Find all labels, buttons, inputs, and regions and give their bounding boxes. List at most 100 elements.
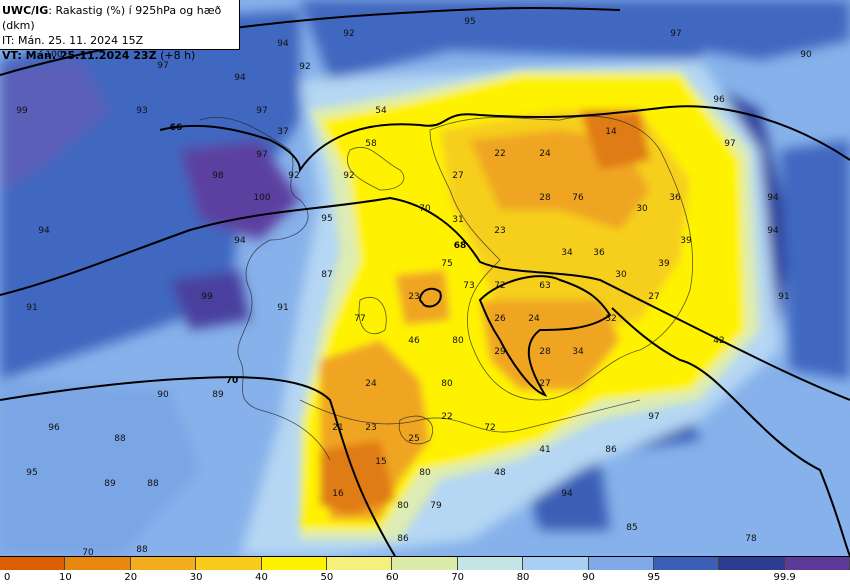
humidity-value: 88 (114, 434, 126, 444)
humidity-value: 94 (38, 226, 50, 236)
issued-time: IT: Mán. 25. 11. 2024 15Z (2, 34, 144, 47)
coastlines (199, 115, 693, 461)
humidity-value: 94 (561, 489, 573, 499)
legend-label: 20 (124, 572, 138, 583)
humidity-value: 29 (494, 347, 506, 357)
humidity-value: 96 (48, 423, 60, 433)
humidity-value: 88 (136, 545, 148, 555)
humidity-value: 32 (605, 314, 616, 324)
humidity-value: 86 (605, 445, 617, 455)
humidity-value: 80 (397, 501, 409, 511)
humidity-value: 23 (494, 226, 505, 236)
humidity-value: 98 (212, 171, 224, 181)
product-description: : Rakastig (%) í 925hPa og hæð (dkm) (2, 4, 222, 32)
humidity-value: 39 (680, 236, 692, 246)
humidity-value: 16 (332, 489, 344, 499)
humidity-value: 78 (745, 534, 757, 544)
humidity-value: 94 (767, 226, 779, 236)
humidity-value: 22 (441, 412, 452, 422)
humidity-value: 92 (343, 29, 354, 39)
humidity-value: 85 (626, 523, 637, 533)
legend-swatch (653, 557, 720, 570)
humidity-value: 25 (408, 434, 419, 444)
title-line: UWC/IG: Rakastig (%) í 925hPa og hæð (dk… (2, 3, 239, 33)
humidity-zone-high-east (780, 140, 850, 380)
legend-swatch (65, 557, 131, 570)
humidity-value: 95 (464, 17, 475, 27)
humidity-value: 80 (441, 379, 453, 389)
humidity-value: 75 (441, 259, 452, 269)
humidity-value: 39 (658, 259, 670, 269)
humidity-value: 92 (299, 62, 310, 72)
humidity-value: 22 (494, 149, 505, 159)
humidity-value: 80 (452, 336, 464, 346)
legend-swatch (784, 557, 850, 570)
legend-swatch (196, 557, 262, 570)
humidity-value: 26 (494, 314, 506, 324)
humidity-value: 27 (648, 292, 659, 302)
legend-swatch (719, 557, 785, 570)
legend-swatch (457, 557, 524, 570)
humidity-value: 87 (321, 270, 332, 280)
humidity-value: 94 (234, 236, 246, 246)
legend-label: 80 (516, 572, 530, 583)
humidity-value: 70 (419, 204, 431, 214)
humidity-value: 79 (430, 501, 442, 511)
legend-swatch (261, 557, 327, 570)
legend-swatch (130, 557, 197, 570)
humidity-value: 36 (669, 193, 681, 203)
humidity-value: 73 (463, 281, 474, 291)
contour-label: 66 (170, 123, 183, 133)
legend-label: 90 (582, 572, 595, 583)
humidity-value: 91 (778, 292, 789, 302)
humidity-value: 63 (539, 281, 550, 291)
legend-label: 99.9 (773, 572, 796, 583)
humidity-value: 14 (605, 127, 617, 137)
humidity-value: 46 (408, 336, 420, 346)
humidity-value: 96 (713, 95, 725, 105)
legend-label: 70 (451, 572, 465, 583)
valid-time-line: VT: Mán. 25.11.2024 23Z (+8 h) (2, 48, 239, 63)
legend-label: 0 (4, 572, 11, 583)
humidity-value: 27 (539, 379, 550, 389)
legend-label: 40 (255, 572, 268, 583)
humidity-value: 91 (277, 303, 288, 313)
humidity-value: 30 (615, 270, 627, 280)
contour-label: 70 (226, 376, 239, 386)
legend-label: 10 (59, 572, 72, 583)
humidity-value: 94 (277, 39, 289, 49)
humidity-value: 89 (104, 479, 116, 489)
humidity-zone-very-dry-southeast (480, 300, 620, 390)
legend-swatch (588, 557, 654, 570)
humidity-zone-saturated-center (180, 140, 300, 240)
humidity-value: 100 (45, 50, 62, 60)
humidity-zone-driest-north (580, 110, 650, 170)
humidity-value: 88 (147, 479, 159, 489)
lead-time: (+8 h) (160, 49, 196, 62)
humidity-value: 77 (354, 314, 365, 324)
humidity-value: 28 (539, 347, 551, 357)
humidity-values: 95 97 92 94 100 90 97 92 94 96 99 93 97 54 37 14 97 58 22 2… (16, 17, 812, 556)
humidity-value: 23 (365, 423, 376, 433)
humidity-value: 36 (593, 248, 605, 258)
humidity-value: 70 (82, 548, 94, 556)
humidity-value: 99 (201, 292, 213, 302)
legend-swatch (392, 557, 458, 570)
humidity-value: 27 (452, 171, 463, 181)
humidity-value: 34 (561, 248, 573, 258)
humidity-value: 28 (539, 193, 551, 203)
humidity-value: 24 (365, 379, 377, 389)
humidity-value: 86 (397, 534, 409, 544)
humidity-value: 100 (253, 193, 270, 203)
product-name: UWC/IG (2, 4, 49, 17)
humidity-value: 97 (670, 29, 681, 39)
legend-color-bar (0, 556, 850, 570)
humidity-zone-saturated-south (170, 270, 250, 330)
humidity-value: 48 (494, 468, 506, 478)
legend-label: 50 (320, 572, 334, 583)
humidity-value: 37 (277, 127, 288, 137)
humidity-value: 89 (212, 390, 224, 400)
humidity-value: 97 (724, 139, 735, 149)
humidity-value: 21 (332, 423, 343, 433)
legend-swatch (0, 557, 66, 570)
